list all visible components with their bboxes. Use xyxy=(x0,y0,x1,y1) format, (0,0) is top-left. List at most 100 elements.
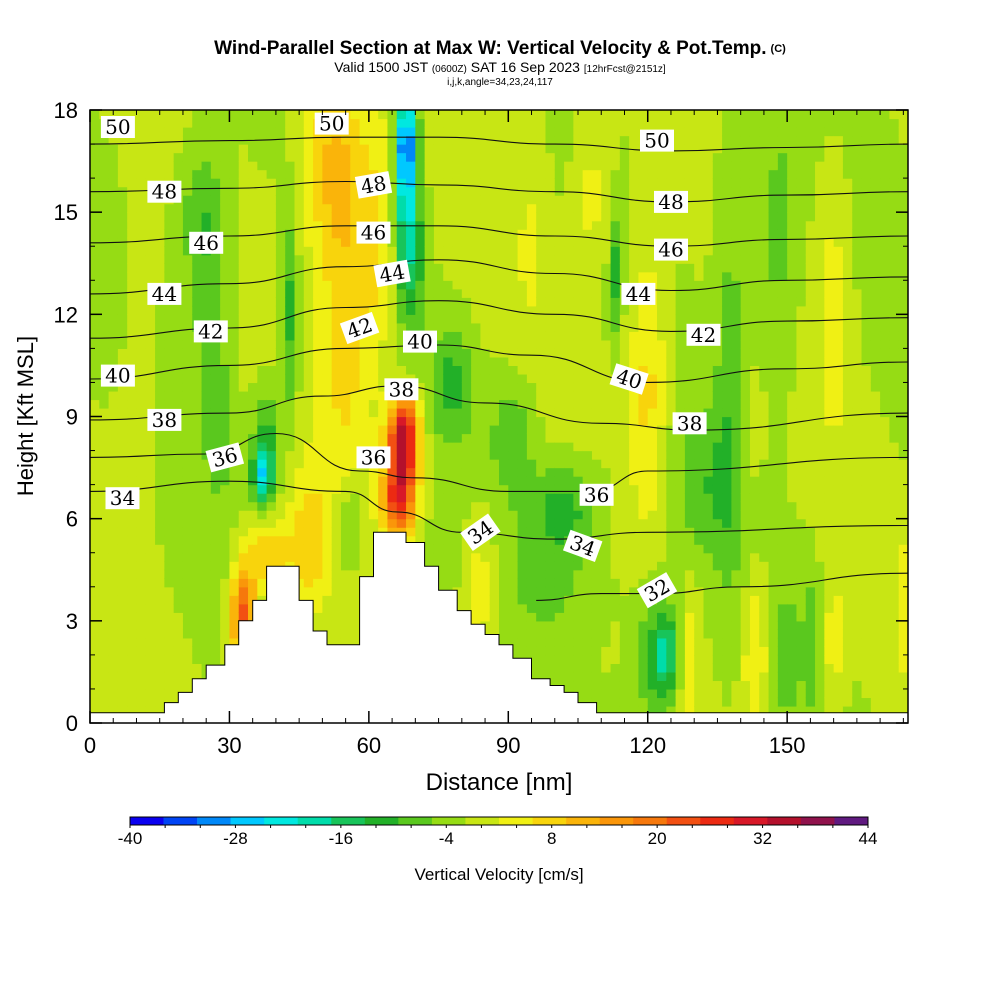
w-cell xyxy=(722,348,732,358)
w-cell xyxy=(387,365,398,375)
w-cell xyxy=(192,552,203,562)
w-cell xyxy=(731,552,742,562)
w-cell xyxy=(378,510,389,520)
w-cell xyxy=(601,297,612,307)
w-cell xyxy=(526,246,537,256)
w-cell xyxy=(461,152,472,162)
w-cell xyxy=(526,552,537,562)
w-cell xyxy=(136,263,147,273)
w-cell xyxy=(582,195,593,205)
w-cell xyxy=(564,212,574,222)
w-cell xyxy=(499,544,509,554)
w-cell xyxy=(229,518,240,528)
w-cell xyxy=(582,467,593,477)
w-cell xyxy=(424,399,435,409)
w-cell xyxy=(712,654,723,664)
w-cell xyxy=(322,152,333,162)
w-cell xyxy=(387,433,398,443)
w-cell xyxy=(173,450,184,460)
w-cell xyxy=(433,399,444,409)
w-cell xyxy=(378,127,389,137)
w-cell xyxy=(294,425,305,435)
w-cell xyxy=(294,305,305,315)
w-cell xyxy=(443,433,454,443)
w-cell xyxy=(387,450,398,460)
w-cell xyxy=(526,450,537,460)
w-cell xyxy=(396,416,407,426)
w-cell xyxy=(350,297,361,307)
w-cell xyxy=(117,254,128,264)
w-cell xyxy=(657,544,667,554)
w-cell xyxy=(610,271,621,281)
w-cell xyxy=(396,450,407,460)
w-cell xyxy=(489,612,500,622)
w-cell xyxy=(508,476,519,486)
w-cell xyxy=(433,127,444,137)
w-cell xyxy=(452,501,463,511)
w-cell xyxy=(545,518,556,528)
w-cell xyxy=(378,416,389,426)
w-cell xyxy=(350,612,361,622)
w-cell xyxy=(629,314,640,324)
w-cell xyxy=(675,178,686,188)
w-cell xyxy=(294,390,305,401)
w-cell xyxy=(164,688,175,699)
w-cell xyxy=(173,629,184,639)
w-cell xyxy=(591,229,602,239)
w-cell xyxy=(406,229,416,239)
w-cell xyxy=(582,518,593,528)
w-cell xyxy=(564,561,574,571)
w-cell xyxy=(675,305,686,315)
w-cell xyxy=(433,135,444,145)
w-cell xyxy=(303,510,314,520)
w-cell xyxy=(731,603,742,613)
w-cell xyxy=(564,501,574,511)
w-cell xyxy=(443,399,454,409)
w-cell xyxy=(285,544,296,554)
w-cell xyxy=(601,603,612,613)
w-cell xyxy=(201,501,212,511)
w-cell xyxy=(601,671,612,682)
w-cell xyxy=(173,161,184,171)
w-cell xyxy=(629,331,640,341)
w-cell xyxy=(703,459,714,469)
w-cell xyxy=(406,135,416,145)
w-cell xyxy=(257,595,268,605)
w-cell xyxy=(173,135,184,145)
w-cell xyxy=(694,152,705,162)
w-cell xyxy=(471,578,482,588)
w-cell xyxy=(248,144,258,154)
w-cell xyxy=(526,467,537,477)
w-cell xyxy=(591,280,602,290)
w-cell xyxy=(108,680,119,690)
w-cell xyxy=(666,152,677,162)
w-cell xyxy=(722,331,732,341)
w-cell xyxy=(591,595,602,605)
w-cell xyxy=(192,203,203,213)
w-cell xyxy=(629,705,640,716)
w-cell xyxy=(554,390,565,401)
w-cell xyxy=(647,220,658,230)
w-cell xyxy=(201,220,212,230)
w-cell xyxy=(712,688,723,699)
w-cell xyxy=(619,118,630,128)
w-cell xyxy=(155,212,165,222)
w-cell xyxy=(601,646,612,656)
w-cell xyxy=(480,595,491,605)
w-cell xyxy=(629,569,640,579)
w-cell xyxy=(387,288,398,298)
w-cell xyxy=(694,620,705,630)
w-cell xyxy=(303,229,314,239)
w-cell xyxy=(647,356,658,367)
w-cell xyxy=(554,229,565,239)
w-cell xyxy=(582,603,593,613)
w-cell xyxy=(629,620,640,630)
w-cell xyxy=(266,305,277,315)
w-cell xyxy=(313,442,323,452)
w-cell xyxy=(443,527,454,537)
w-cell xyxy=(666,314,677,324)
w-cell xyxy=(647,629,658,639)
w-cell xyxy=(387,152,398,162)
w-cell xyxy=(666,501,677,511)
w-cell xyxy=(526,501,537,511)
